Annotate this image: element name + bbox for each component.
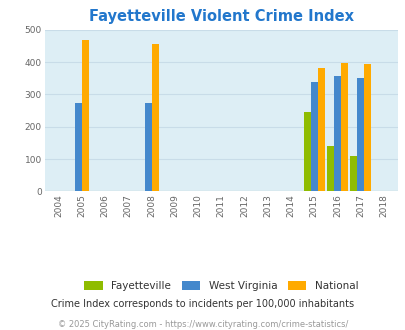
Text: Crime Index corresponds to incidents per 100,000 inhabitants: Crime Index corresponds to incidents per… — [51, 299, 354, 309]
Bar — [317, 68, 324, 191]
Bar — [340, 63, 347, 191]
Bar — [326, 146, 333, 191]
Bar — [310, 82, 317, 191]
Bar — [350, 156, 356, 191]
Bar — [151, 44, 158, 191]
Bar — [75, 103, 82, 191]
Legend: Fayetteville, West Virginia, National: Fayetteville, West Virginia, National — [84, 281, 358, 291]
Bar — [303, 113, 310, 191]
Title: Fayetteville Violent Crime Index: Fayetteville Violent Crime Index — [89, 9, 353, 24]
Bar — [82, 40, 89, 191]
Bar — [333, 76, 340, 191]
Text: © 2025 CityRating.com - https://www.cityrating.com/crime-statistics/: © 2025 CityRating.com - https://www.city… — [58, 320, 347, 329]
Bar — [144, 103, 151, 191]
Bar — [363, 64, 370, 191]
Bar — [356, 78, 363, 191]
